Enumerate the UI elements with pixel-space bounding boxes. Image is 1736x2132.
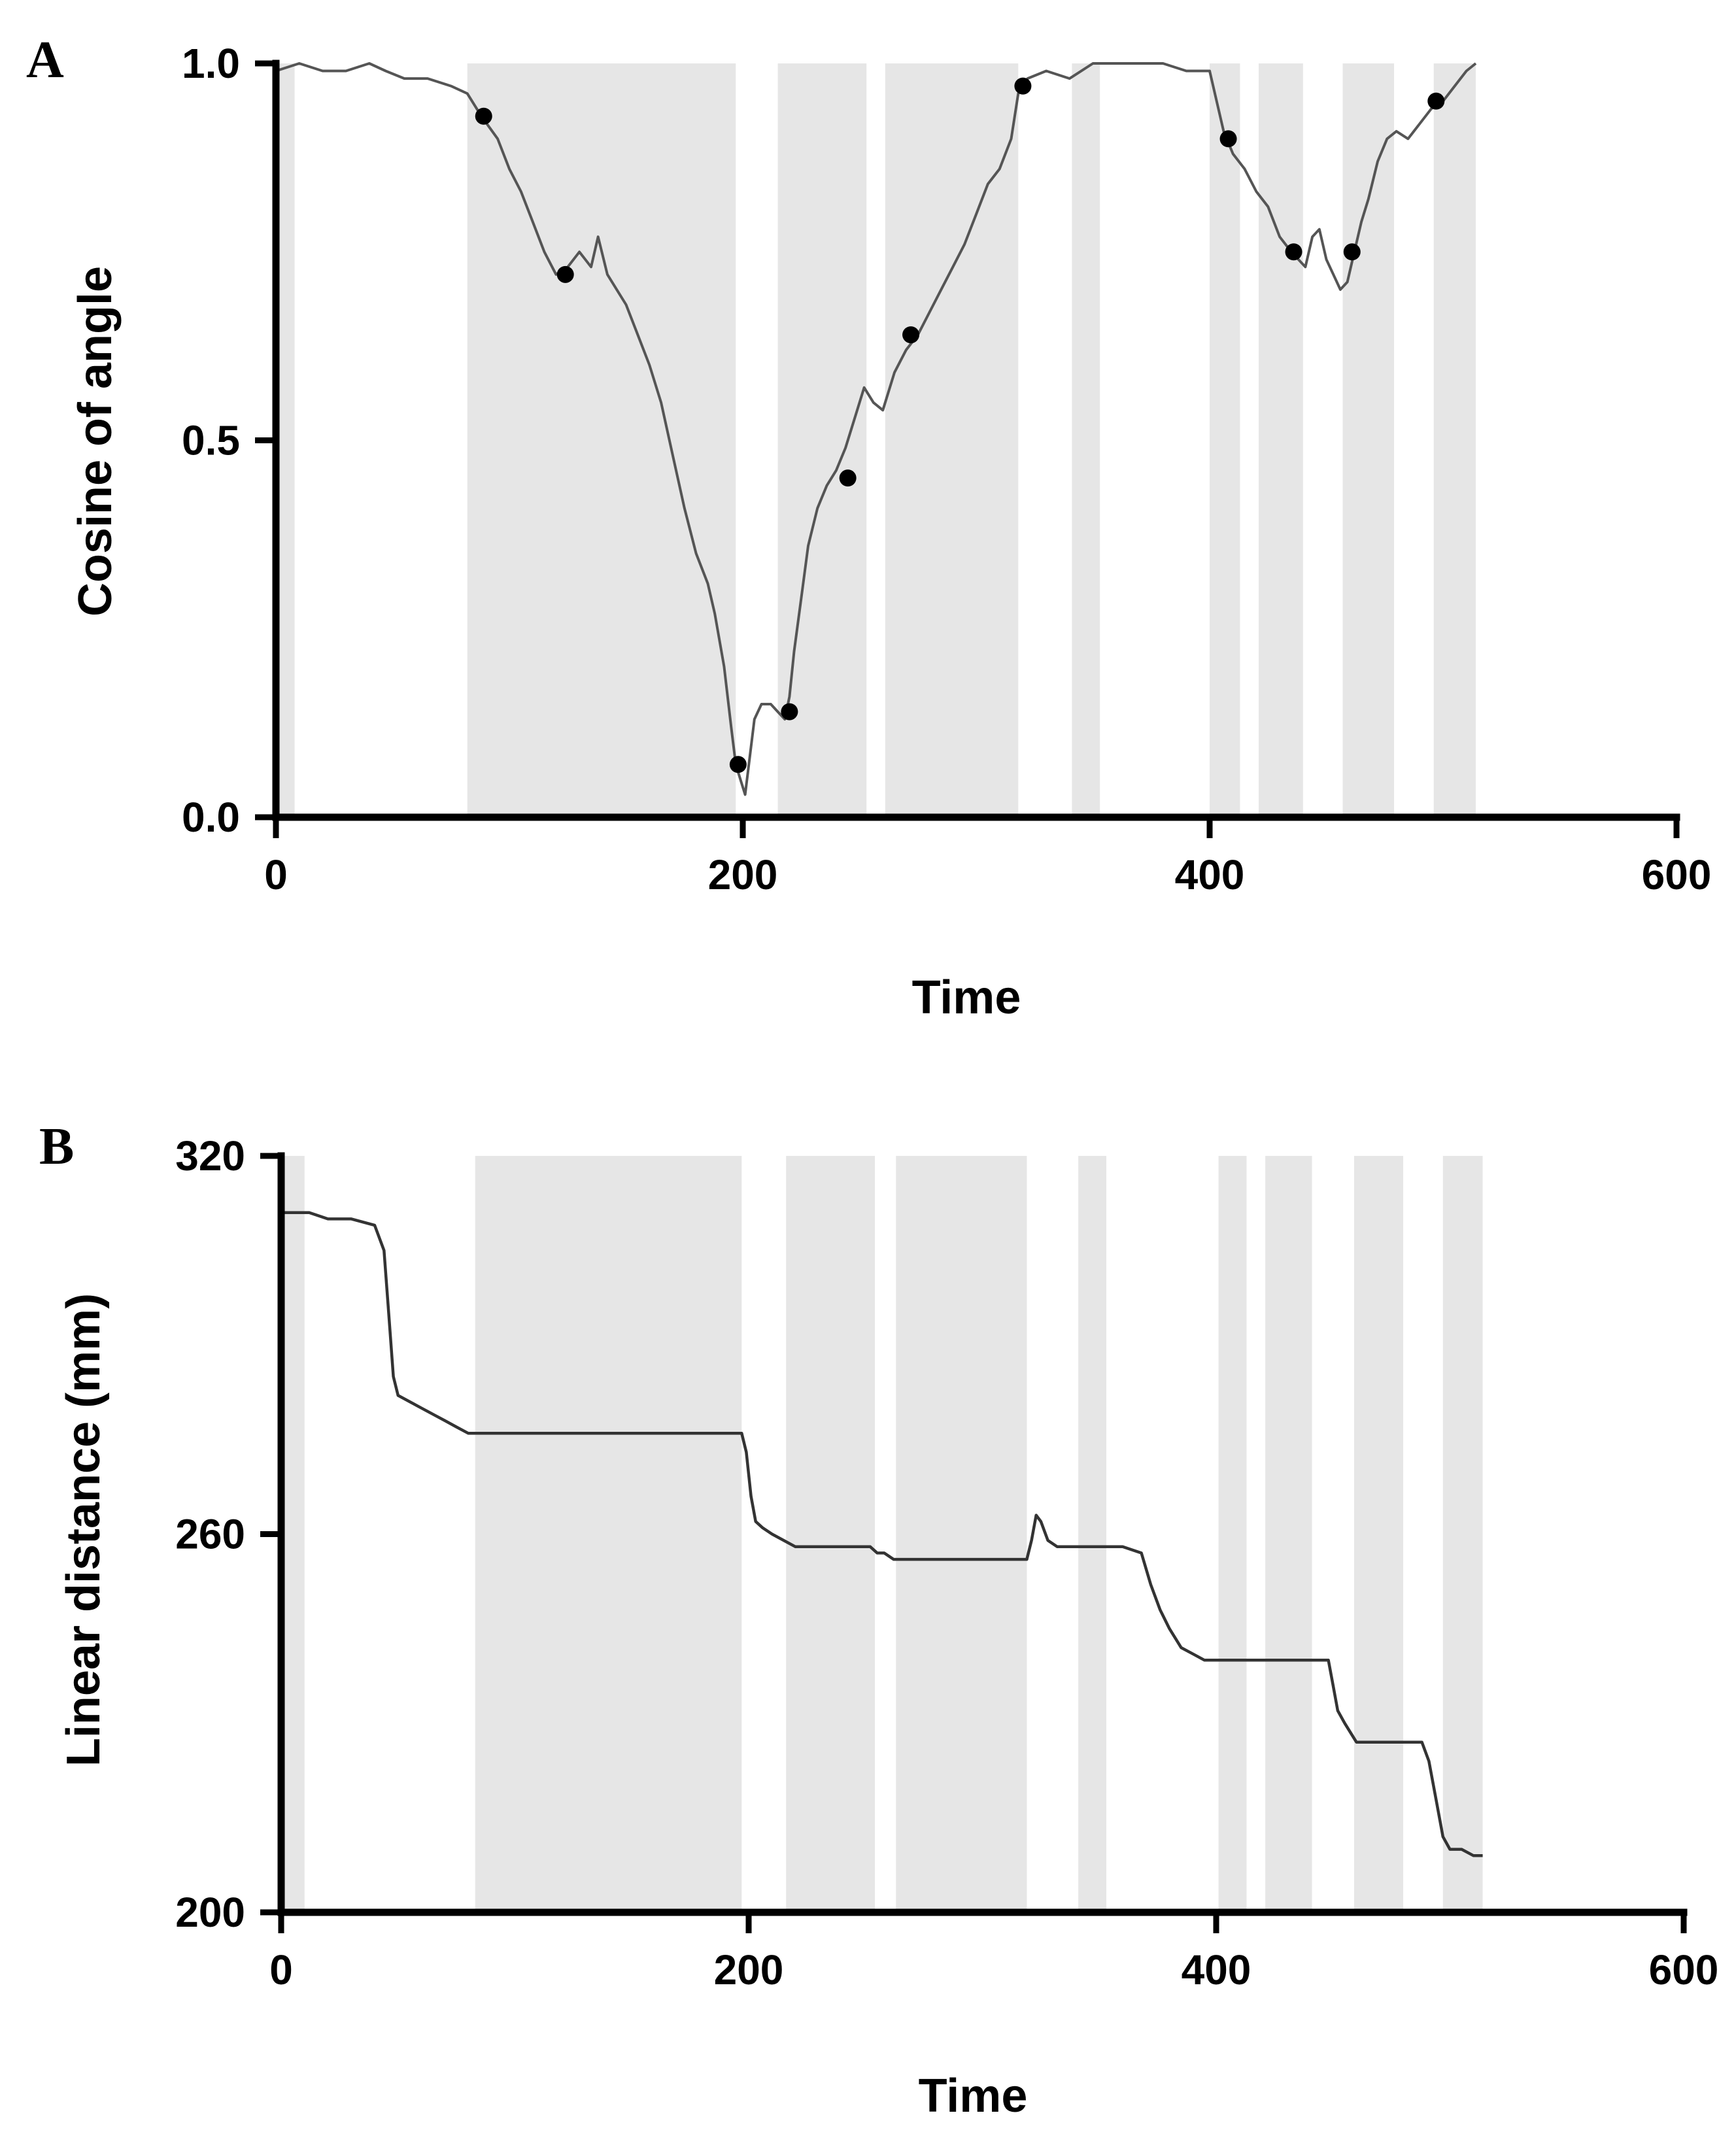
x-axis-title-a: Time: [912, 972, 1021, 1024]
shaded-interval-a-2: [467, 63, 736, 817]
shaded-interval-b-7: [1265, 1156, 1312, 1912]
shaded-interval-b-3: [786, 1156, 876, 1912]
data-point-marker-9: [1285, 243, 1302, 261]
data-point-marker-7: [1014, 77, 1032, 95]
x-tick-label-a-0: 0: [264, 851, 288, 898]
ticks-b: 0 200 400 600 200 260 320: [175, 1132, 1718, 1993]
x-tick-label-b-0: 0: [269, 1946, 293, 1993]
cosine-series-line: [275, 62, 1477, 796]
x-tick-label-a-400: 400: [1175, 851, 1245, 898]
data-point-marker-5: [839, 469, 857, 487]
y-tick-label-a-0.0: 0.0: [182, 794, 240, 841]
panel-letter-b: B: [39, 1118, 74, 1176]
shaded-interval-b-1: [281, 1156, 305, 1912]
data-point-marker-3: [729, 756, 747, 773]
panel-a: 0 200 400 600 0.0 0.5 1.0 A Time Cosine of ang…: [26, 31, 1711, 1024]
data-point-marker-6: [902, 326, 920, 344]
data-point-marker-2: [556, 265, 574, 283]
shaded-interval-a-6: [1210, 63, 1240, 817]
x-tick-label-b-400: 400: [1182, 1946, 1251, 1993]
shaded-intervals-b: [281, 1156, 1483, 1912]
cosine-markers: [475, 77, 1445, 773]
shaded-interval-a-7: [1258, 63, 1303, 817]
ticks-a: 0 200 400 600 0.0 0.5 1.0: [182, 40, 1711, 898]
y-tick-label-a-0.5: 0.5: [182, 417, 240, 464]
shaded-interval-a-3: [777, 63, 867, 817]
shaded-interval-b-5: [1078, 1156, 1106, 1912]
data-point-marker-11: [1427, 92, 1445, 110]
shaded-interval-a-8: [1342, 63, 1395, 817]
y-tick-label-a-1.0: 1.0: [182, 40, 240, 87]
shaded-intervals-a: [276, 63, 1476, 817]
shaded-interval-b-8: [1353, 1156, 1403, 1912]
shaded-interval-a-5: [1072, 63, 1100, 817]
distance-series-line: [281, 1211, 1483, 1857]
panel-b: 0 200 400 600 200 260 320 B Time Linear distan…: [39, 1118, 1718, 2122]
shaded-interval-b-9: [1442, 1156, 1483, 1912]
x-axis-title-b: Time: [919, 2070, 1028, 2122]
data-point-marker-1: [475, 107, 492, 125]
data-point-marker-8: [1219, 130, 1237, 148]
panel-letter-a: A: [26, 31, 64, 89]
shaded-interval-b-6: [1218, 1156, 1247, 1912]
x-tick-label-a-200: 200: [708, 851, 778, 898]
y-tick-label-b-200: 200: [175, 1889, 245, 1936]
x-tick-label-b-200: 200: [714, 1946, 784, 1993]
shaded-interval-a-4: [885, 63, 1019, 817]
data-point-marker-10: [1343, 243, 1361, 261]
x-tick-label-b-600: 600: [1649, 1946, 1719, 1993]
shaded-interval-b-4: [896, 1156, 1027, 1912]
y-axis-title-a: Cosine of angle: [69, 266, 122, 617]
y-axis-title-b: Linear distance (mm): [58, 1293, 110, 1767]
x-tick-label-a-600: 600: [1642, 851, 1712, 898]
shaded-interval-b-2: [475, 1156, 742, 1912]
data-point-marker-4: [781, 703, 798, 720]
shaded-interval-a-9: [1433, 63, 1476, 817]
y-tick-label-b-320: 320: [175, 1132, 245, 1179]
y-tick-label-b-260: 260: [175, 1511, 245, 1558]
